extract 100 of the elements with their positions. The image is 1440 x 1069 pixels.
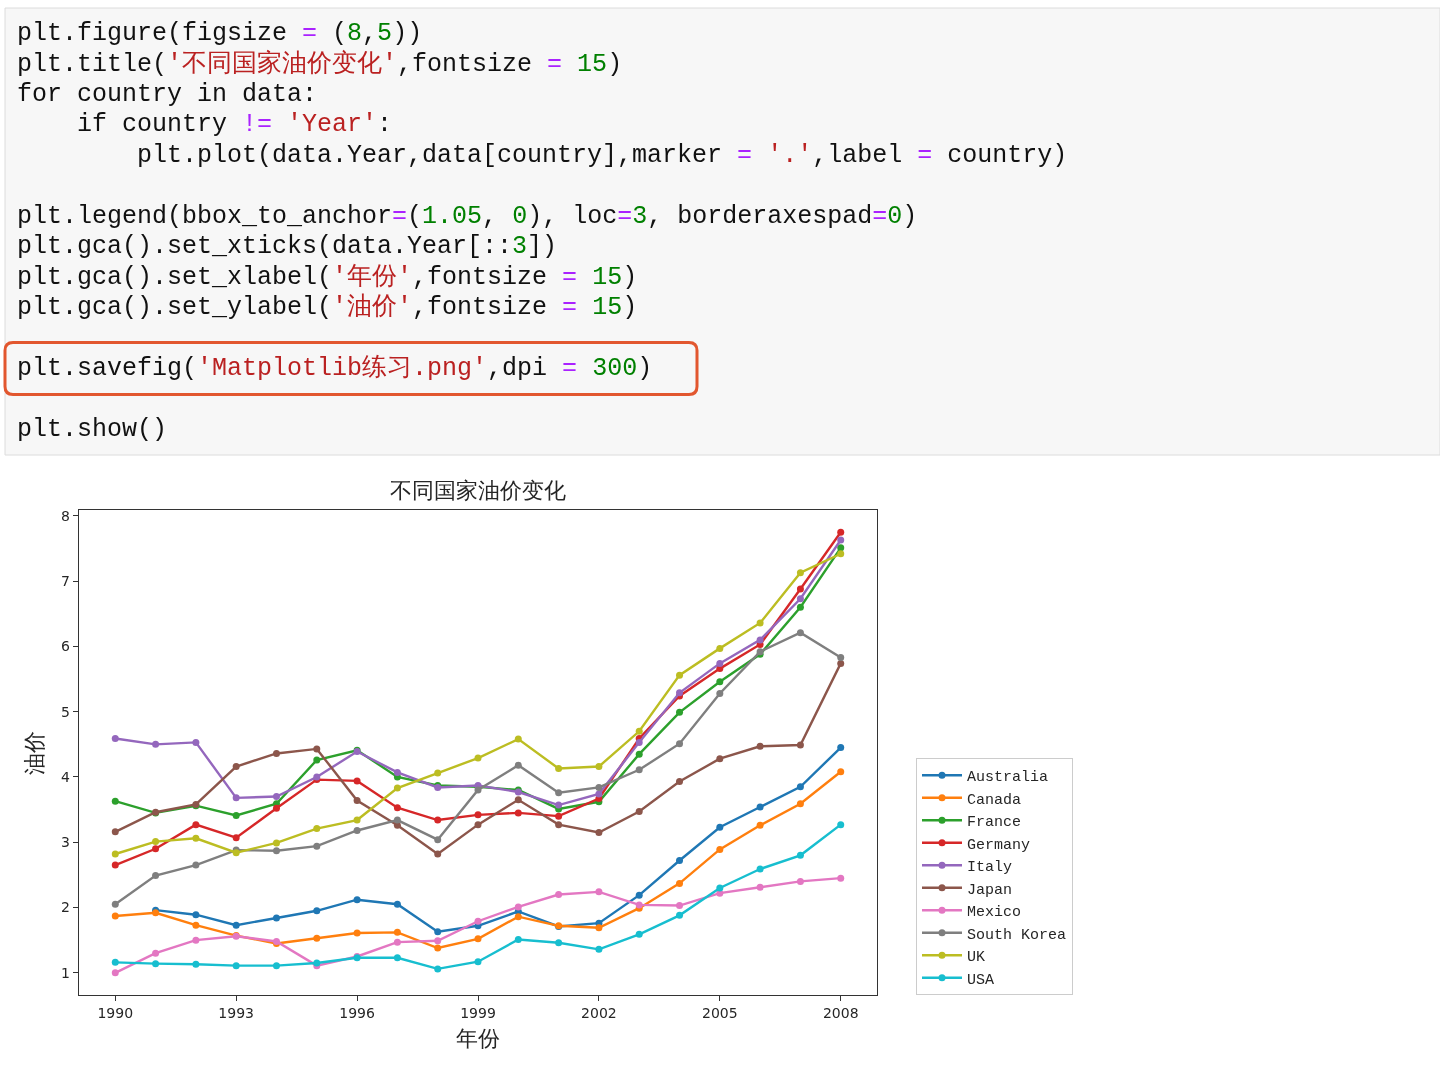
point — [635, 766, 643, 774]
point — [796, 851, 804, 859]
point — [837, 528, 845, 536]
point — [635, 930, 643, 938]
legend-label: South Korea — [967, 926, 1067, 944]
y-tick-label: 6 — [61, 638, 71, 655]
point — [837, 536, 845, 544]
point — [635, 727, 643, 735]
point — [676, 708, 684, 716]
point — [232, 811, 240, 819]
y-tick-label: 7 — [61, 573, 70, 590]
point — [474, 935, 482, 943]
point — [192, 921, 200, 929]
point — [353, 827, 361, 834]
point — [555, 812, 563, 820]
point — [837, 821, 845, 829]
legend-label: USA — [967, 971, 995, 989]
point — [756, 636, 764, 644]
point — [152, 949, 160, 957]
point — [676, 671, 684, 679]
point — [595, 945, 603, 953]
point — [434, 836, 442, 844]
point — [796, 595, 804, 603]
point — [111, 958, 119, 966]
point — [756, 865, 764, 873]
point — [272, 804, 280, 812]
point — [152, 872, 160, 880]
point — [796, 800, 804, 808]
point — [232, 794, 240, 802]
point — [232, 962, 240, 970]
point — [192, 960, 200, 968]
point — [595, 924, 603, 932]
point — [595, 790, 603, 798]
point — [676, 778, 684, 786]
legend-label: Italy — [967, 859, 1013, 877]
point — [676, 740, 684, 748]
point — [152, 845, 160, 853]
text: plt.show() — [17, 415, 168, 444]
point — [232, 763, 240, 771]
y-axis-title: 油价 — [21, 730, 47, 775]
legend-label: France — [967, 814, 1022, 832]
point — [313, 825, 321, 833]
text: plt.figure(figsize = (8,5)) plt.title('不同国家油价变化',fontsize = 15) for country in data: if country != 'Year': plt.plot(data.Year,data[country],marker = '.',label = country) — [17, 19, 1068, 170]
point — [272, 793, 280, 801]
x-tick-label: 2005 — [702, 1005, 738, 1021]
point — [111, 969, 119, 977]
point — [474, 958, 482, 966]
point — [393, 938, 401, 946]
point — [272, 914, 280, 922]
point — [434, 944, 442, 952]
point — [393, 954, 401, 962]
y-tick-label: 8 — [61, 507, 70, 524]
point — [192, 861, 200, 869]
point — [393, 804, 401, 812]
point — [152, 740, 160, 748]
x-tick-label: 2002 — [581, 1005, 617, 1021]
point — [756, 742, 764, 750]
point — [796, 603, 804, 611]
point — [796, 629, 804, 637]
point — [796, 877, 804, 885]
point — [272, 749, 280, 757]
legend-label: Germany — [967, 836, 1031, 854]
y-tick-label: 1 — [61, 964, 70, 981]
chart-title: 不同国家油价变化 — [390, 477, 566, 503]
point — [434, 769, 442, 777]
point — [313, 745, 321, 753]
y-tick-label: 2 — [61, 899, 70, 916]
point — [514, 913, 522, 921]
point — [232, 834, 240, 842]
point — [635, 808, 643, 816]
point — [192, 738, 200, 746]
point — [393, 816, 401, 824]
point — [555, 764, 563, 772]
point — [353, 777, 361, 785]
x-axis-title: 年份 — [456, 1025, 500, 1051]
point — [635, 750, 643, 758]
point — [192, 911, 200, 919]
point — [756, 619, 764, 627]
point — [111, 828, 119, 836]
point — [796, 783, 804, 791]
point — [434, 816, 442, 824]
point — [353, 796, 361, 804]
point — [595, 888, 603, 896]
point — [353, 929, 361, 937]
point — [555, 821, 563, 829]
point — [393, 768, 401, 776]
point — [434, 937, 442, 945]
point — [676, 902, 684, 910]
point — [192, 834, 200, 842]
point — [796, 585, 804, 593]
y-tick-label: 5 — [61, 703, 70, 720]
point — [434, 965, 442, 973]
point — [514, 796, 522, 804]
point — [676, 879, 684, 887]
point — [434, 850, 442, 858]
point — [474, 821, 482, 829]
point — [393, 900, 401, 908]
point — [595, 783, 603, 791]
point — [676, 911, 684, 919]
point — [313, 842, 321, 850]
